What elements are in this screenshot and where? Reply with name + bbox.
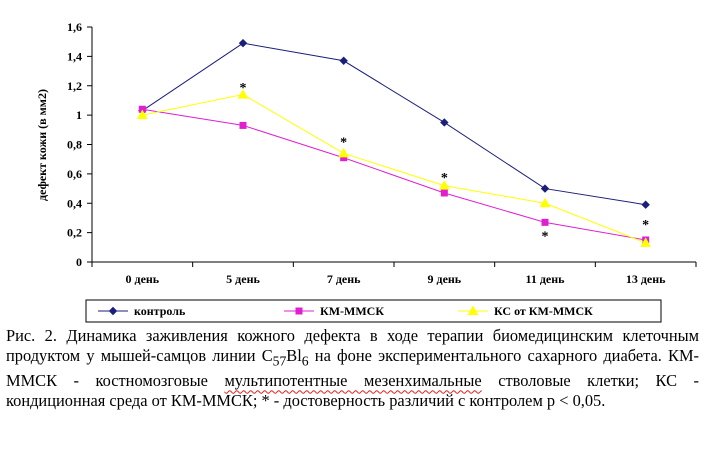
chart: дефект кожи (в мм2) 0 0,2 0,4 0,6 0,8 1 1,2 1,4… [35, 20, 697, 323]
x-tick-label: 11 день [526, 272, 566, 286]
caption-spellcheck-underlined: мультипотентные мезенхимальные [224, 371, 482, 391]
y-axis-label: дефект кожи (в мм2) [35, 89, 49, 201]
y-tick-label: 0 [76, 255, 82, 269]
series-2 [138, 105, 650, 244]
y-tick-label: 0,8 [67, 138, 82, 152]
y-tick-label: 1,4 [67, 49, 82, 63]
caption-sub1: 57 [272, 353, 287, 369]
caption-sub2: 6 [301, 353, 309, 369]
series-line [142, 108, 646, 241]
x-ticks: 0 день 5 день 7 день 9 день 11 день 13 день [91, 262, 697, 286]
data-point [440, 189, 448, 197]
series-group [136, 38, 652, 247]
data-point [541, 218, 549, 226]
significance-asterisk: * [542, 230, 549, 245]
y-tick-label: 0,2 [67, 226, 82, 240]
caption-part3: на фоне экспериментального сахарного диа… [6, 346, 699, 391]
significance-asterisk: * [441, 171, 448, 186]
y-ticks: 0 0,2 0,4 0,6 0,8 1 1,2 1,4 1,6 [67, 20, 92, 269]
legend-label: КС от КМ-ММСК [494, 304, 593, 318]
y-tick-label: 0,4 [67, 196, 82, 210]
y-tick-label: 1,2 [67, 79, 82, 93]
legend-box [85, 299, 662, 323]
caption-part1: Рис. 2. Динамика заживления кожного дефе… [6, 326, 699, 365]
legend-label: КМ-ММСК [320, 304, 384, 318]
annotations: * * * * * [240, 81, 650, 244]
data-point [641, 200, 650, 209]
series-3 [136, 89, 652, 247]
data-point [138, 105, 146, 113]
data-point [239, 121, 247, 129]
data-point [539, 197, 551, 208]
data-point [640, 237, 652, 247]
legend-marker [295, 307, 303, 315]
legend-marker [108, 306, 118, 316]
y-tick-label: 1 [76, 108, 82, 122]
legend: контроль КМ-ММСК КС от КМ-ММСК [85, 299, 662, 323]
series-1 [138, 38, 650, 209]
x-tick-label: 9 день [428, 272, 462, 286]
data-point [136, 109, 148, 120]
x-tick-label: 5 день [226, 272, 260, 286]
caption-part2: Bl [286, 346, 302, 365]
x-tick-label: 7 день [327, 272, 361, 286]
legend-label: контроль [134, 304, 186, 318]
data-point [440, 118, 449, 127]
significance-asterisk: * [240, 81, 247, 96]
legend-marker [467, 305, 479, 315]
data-point [237, 89, 249, 99]
data-point [339, 56, 348, 65]
series-line [142, 42, 646, 206]
data-point [438, 180, 450, 190]
caption-part4: стволовые клетки; КС - кондиционная сред… [6, 371, 699, 411]
series-line [142, 94, 646, 244]
y-tick-label: 0,6 [67, 167, 82, 181]
significance-asterisk: * [340, 136, 347, 151]
data-point [340, 154, 348, 162]
figure-caption: Рис. 2. Динамика заживления кожного дефе… [6, 326, 699, 411]
significance-asterisk: * [642, 218, 649, 233]
data-point [238, 38, 248, 48]
x-tick-label: 13 день [626, 272, 666, 286]
data-point [540, 184, 550, 193]
y-tick-label: 1,6 [67, 20, 82, 34]
x-tick-label: 0 день [126, 272, 160, 286]
data-point [338, 147, 350, 158]
